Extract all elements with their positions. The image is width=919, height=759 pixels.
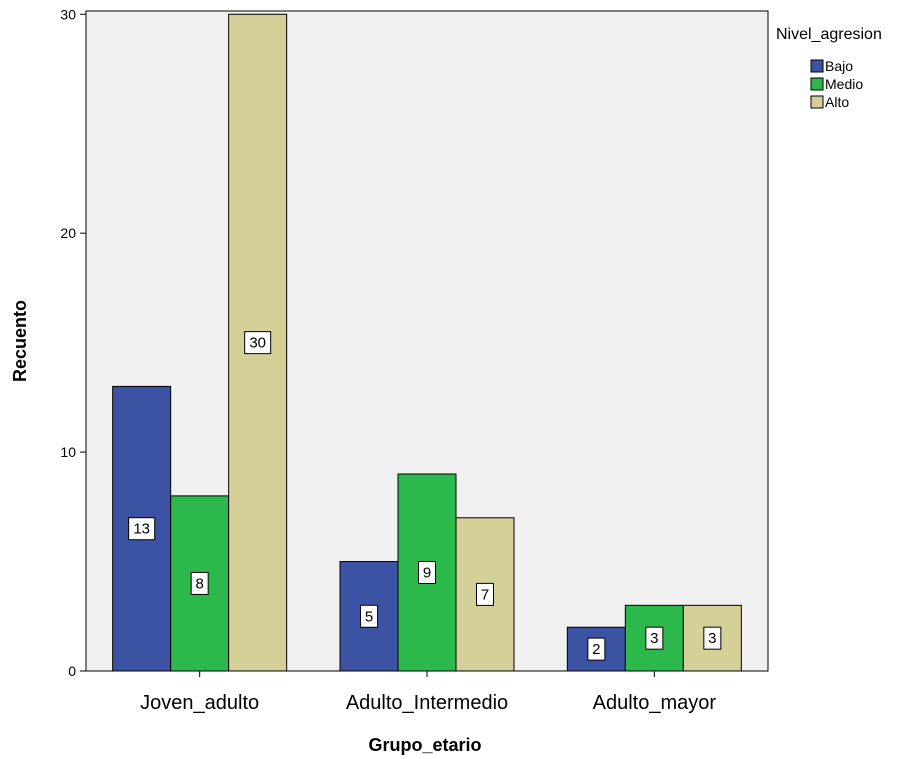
legend-swatch-alto [810,95,824,109]
legend-swatch-medio [810,77,824,91]
data-labels-layer: 13 8 30 5 9 7 2 3 3 [128,331,722,661]
data-label: 3 [650,630,658,647]
data-label-box [244,331,272,355]
x-axis-title: Grupo_etario [368,735,481,755]
data-label: 3 [708,630,716,647]
data-label: 5 [365,608,373,625]
y-axis: 0 10 20 30 [60,6,86,679]
data-label-box [190,571,209,595]
data-label: 8 [195,575,203,592]
data-label-box [360,604,378,628]
y-tick-label: 30 [60,6,76,22]
x-tick-label: Adulto_Intermedio [346,692,508,714]
data-label: 30 [249,335,266,352]
x-tick-label: Joven_adulto [140,692,259,714]
legend: Nivel_agresion Bajo Medio Alto [776,26,882,110]
y-tick-label: 0 [68,663,76,679]
data-label-box [645,626,664,650]
data-label-box [587,637,606,661]
y-axis-title: Recuento [10,300,30,382]
y-tick-label: 20 [60,225,76,241]
x-axis: Joven_adulto Adulto_Intermedio Adulto_mayo… [140,671,716,714]
legend-label-alto: Alto [825,94,849,110]
data-label: 9 [423,564,431,581]
x-tick-label: Adulto_mayor [593,692,717,714]
data-label: 7 [481,586,489,603]
data-label-box [418,560,436,584]
bar-bajo [566,626,626,672]
data-label-box [703,626,722,650]
data-label-box [128,517,156,541]
data-label: 13 [133,521,150,538]
legend-label-bajo: Bajo [825,58,853,74]
data-label: 2 [592,641,600,658]
data-label-box [476,582,494,606]
y-tick-label: 10 [60,444,76,460]
legend-swatch-bajo [810,59,824,73]
legend-title: Nivel_agresion [776,26,882,43]
legend-label-medio: Medio [825,76,863,92]
